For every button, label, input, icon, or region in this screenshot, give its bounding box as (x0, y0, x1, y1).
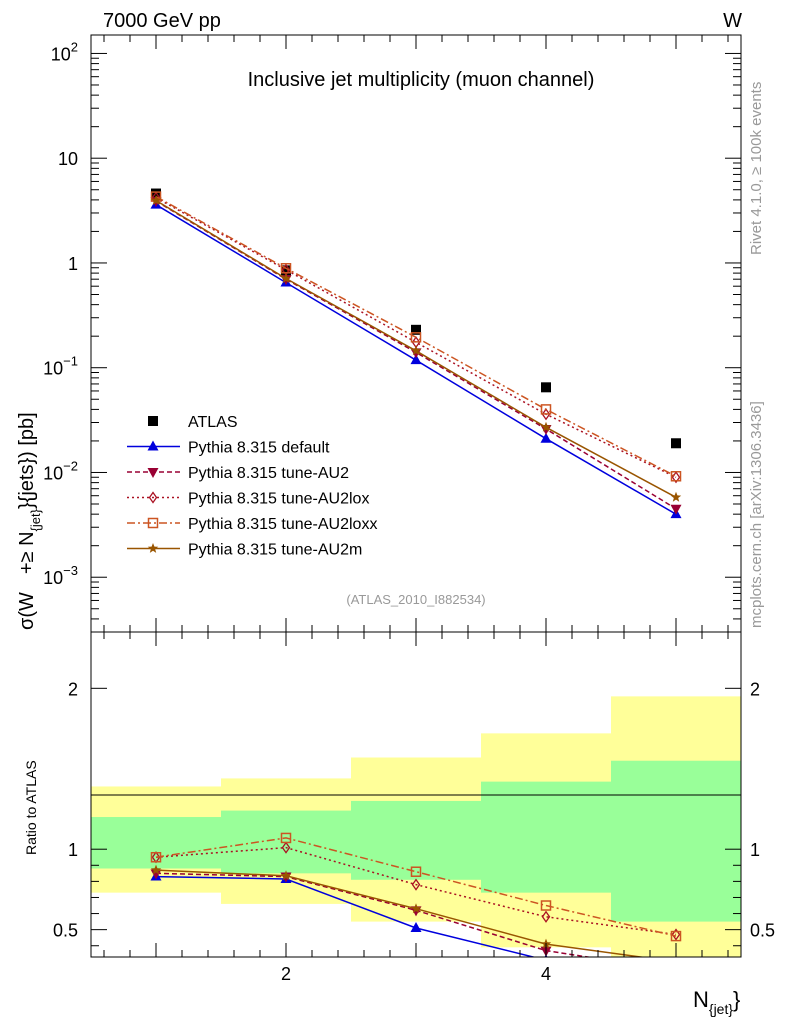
axis-ticks: 102 10 1 10−1 10−2 10−3 0.5 0.5 1 1 2 2 2 4 (43, 35, 775, 984)
ratio-y-tick-label-left: 2 (68, 679, 78, 699)
legend-label-au2loxx: Pythia 8.315 tune-AU2loxx (188, 516, 377, 533)
main-y-tick-label: 10−2 (43, 458, 78, 483)
main-y-tick-label: 10 (58, 149, 78, 169)
ratio-point-au2m (280, 870, 292, 881)
legend-label-au2lox: Pythia 8.315 tune-AU2lox (188, 491, 369, 508)
main-series-group (150, 188, 682, 519)
ratio-y-tick-label-left: 1 (68, 840, 78, 860)
main-point-au2m (670, 491, 682, 502)
x-axis-label: N{jet}} (693, 987, 740, 1017)
main-point-au2m (150, 195, 162, 205)
main-y-tick-label: 1 (68, 254, 78, 274)
header-right: W (723, 10, 742, 32)
main-point-au2lox (541, 408, 551, 421)
main-point-atlas (541, 382, 551, 393)
legend-label-atlas: ATLAS (188, 414, 238, 431)
side-label-rivet: Rivet 4.1.0, ≥ 100k events (748, 82, 765, 255)
legend-marker-au2lox (148, 491, 158, 504)
side-label-mcplots: mcplots.cern.ch [arXiv:1306.3436] (748, 401, 765, 628)
main-point-au2m (410, 345, 422, 356)
ratio-point-au2lox (411, 878, 421, 891)
ratio-line-au2lox (155, 846, 677, 936)
main-point-atlas (671, 438, 681, 449)
main-point-default (410, 354, 422, 365)
main-point-au2loxx (280, 263, 292, 274)
ratio-point-au2lox (281, 841, 291, 854)
ratio-y-tick-label-right: 1 (750, 840, 760, 860)
svg-text:N{jet}}: N{jet}} (693, 987, 740, 1017)
ratio-series-group (150, 832, 682, 980)
main-line-au2loxx (155, 195, 677, 477)
legend-marker-au2m (147, 543, 159, 553)
main-point-au2m (540, 421, 552, 432)
ratio-y-tick-label-right: 0.5 (750, 921, 775, 941)
legend-label-default: Pythia 8.315 default (188, 440, 330, 457)
header-left: 7000 GeV pp (103, 10, 221, 32)
legend-marker-default (147, 440, 159, 451)
ratio-point-au2loxx (150, 851, 162, 863)
ratio-point-au2 (150, 869, 162, 880)
xlabel-sub: {jet} (709, 1001, 733, 1017)
ylabel-sub: +≥ N (16, 531, 38, 574)
ylabel-sub2: {jet} (28, 508, 43, 531)
ratio-point-default (410, 922, 422, 933)
ratio-y-tick-label-right: 2 (750, 679, 760, 699)
ratio-line-au2loxx (155, 837, 677, 937)
legend-label-au2: Pythia 8.315 tune-AU2 (188, 465, 349, 482)
x-tick-label: 2 (281, 964, 291, 984)
ratio-point-au2loxx (540, 900, 552, 911)
main-point-au2loxx (410, 332, 422, 343)
legend-marker-au2 (147, 468, 159, 478)
ratio-panel-bands (91, 696, 741, 957)
ratio-point-default (671, 970, 682, 980)
ylabel-rest: }{jets}) [pb] (16, 412, 38, 509)
main-y-tick-label: 102 (51, 39, 78, 64)
main-point-au2m (280, 273, 292, 283)
ratio-point-au2loxx (280, 832, 292, 844)
main-point-au2 (670, 504, 682, 515)
main-point-au2loxx (540, 404, 552, 415)
ratio-point-au2 (671, 967, 682, 977)
main-y-axis-label: σ(W +≥ N{jet}}{jets}) [pb] (16, 412, 43, 630)
ratio-y-axis-label: Ratio to ATLAS (23, 760, 39, 855)
main-point-atlas (281, 265, 291, 276)
ratio-point-au2m (410, 903, 422, 914)
legend: ATLAS Pythia 8.315 default Pythia 8.315 tu… (127, 414, 377, 559)
ratio-band-inner (481, 781, 611, 893)
main-point-au2loxx (670, 471, 682, 482)
x-tick-label: 4 (541, 964, 551, 984)
ratio-band-inner (611, 760, 741, 922)
main-point-default (540, 432, 552, 443)
reference-code: (ATLAS_2010_I882534) (346, 592, 485, 607)
main-y-tick-label: 10−1 (43, 354, 78, 379)
ratio-point-au2loxx (670, 930, 682, 942)
legend-marker-atlas (148, 416, 158, 426)
ratio-point-au2m (150, 864, 162, 875)
main-point-atlas (411, 324, 421, 335)
ylabel-main: σ(W (16, 592, 38, 630)
ratio-point-au2loxx (410, 866, 422, 877)
legend-label-au2m: Pythia 8.315 tune-AU2m (188, 542, 362, 559)
xlabel-main: N (693, 987, 709, 1012)
ratio-point-au2lox (541, 910, 551, 923)
ratio-y-tick-label-left: 0.5 (53, 921, 78, 941)
ratio-point-au2m (675, 956, 677, 957)
svg-text:σ(W+≥ N{jet}}{jets}) [pb]: σ(W +≥ N{jet}}{jets}) [pb] (16, 412, 43, 630)
chart-title: Inclusive jet multiplicity (muon channel… (248, 69, 595, 91)
legend-marker-au2loxx (147, 517, 159, 529)
ratio-point-au2lox (671, 928, 681, 941)
ratio-band-inner (91, 817, 221, 869)
main-y-tick-label: 10−3 (43, 563, 78, 588)
